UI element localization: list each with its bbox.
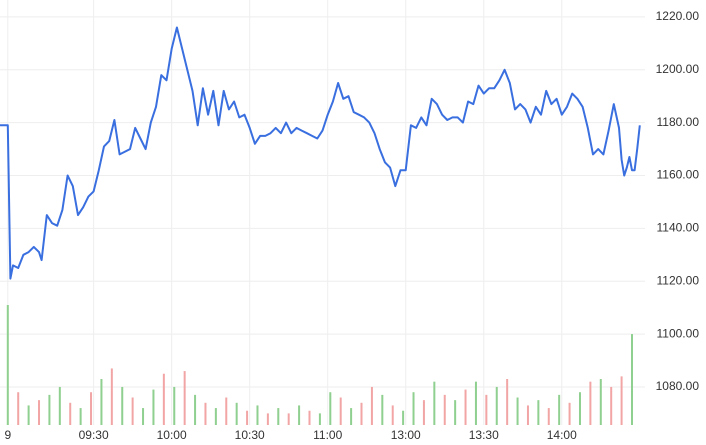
volume-bar <box>90 392 93 425</box>
x-tick-label: 09:30 <box>79 428 109 442</box>
y-tick-label: 1220.00 <box>656 9 700 23</box>
volume-bar <box>339 397 342 425</box>
volume-bar <box>225 397 228 425</box>
volume-bar <box>568 402 571 425</box>
volume-bar <box>194 394 197 425</box>
volume-bar <box>27 405 30 425</box>
volume-bar <box>506 379 509 425</box>
volume-bar <box>183 371 186 425</box>
volume-bar <box>58 386 61 425</box>
volume-bar <box>298 405 301 425</box>
volume-bar <box>610 386 613 425</box>
volume-bar <box>235 402 238 425</box>
y-tick-label: 1100.00 <box>657 326 700 340</box>
volume-bar <box>516 397 519 425</box>
volume-bar <box>443 394 446 425</box>
x-tick-label: 13:00 <box>391 428 421 442</box>
price-line <box>0 26 641 280</box>
volume-bar <box>422 400 425 425</box>
volume-bar <box>131 397 134 425</box>
volume-bar <box>214 408 217 425</box>
volume-bar <box>266 413 269 425</box>
x-tick-label: 10:30 <box>235 428 265 442</box>
y-tick-label: 1120.00 <box>657 273 700 287</box>
volume-bar <box>329 392 332 425</box>
volume-bar <box>121 386 124 425</box>
volume-bar <box>485 394 488 425</box>
volume-bar <box>256 405 259 425</box>
volume-bar <box>308 410 311 425</box>
volume-bar <box>630 334 633 425</box>
y-tick-label: 1180.00 <box>657 115 700 129</box>
x-tick-label: 14:00 <box>547 428 577 442</box>
y-tick-label: 1160.00 <box>657 168 700 182</box>
volume-bar <box>152 389 155 425</box>
volume-bar <box>287 413 290 425</box>
volume-bar <box>599 379 602 425</box>
volume-bar <box>142 408 145 425</box>
volume-bar <box>381 394 384 425</box>
volume-bar <box>547 408 550 425</box>
volume-bar <box>48 394 51 425</box>
y-tick-label: 1140.00 <box>657 221 700 235</box>
volume-bar <box>537 400 540 425</box>
volume-bar <box>412 392 415 425</box>
volume-bar <box>370 386 373 425</box>
volume-bar <box>578 392 581 425</box>
volume-bar <box>360 402 363 425</box>
volume-bar <box>69 402 72 425</box>
volume-bar <box>495 386 498 425</box>
volume-bar <box>277 408 280 425</box>
volume-bar <box>454 400 457 425</box>
volume-bar <box>246 410 249 425</box>
x-tick-label: 13:30 <box>469 428 499 442</box>
x-tick-label: 10:00 <box>157 428 187 442</box>
y-tick-label: 1080.00 <box>656 379 700 393</box>
volume-bar <box>526 405 529 425</box>
volume-bar <box>110 368 113 425</box>
volume-bar <box>391 405 394 425</box>
volume-bar <box>474 381 477 425</box>
y-tick-label: 1200.00 <box>656 62 700 76</box>
volume-bar <box>38 400 41 425</box>
volume-bar <box>100 379 103 425</box>
volume-bar <box>402 410 405 425</box>
x-tick-label: 11:00 <box>313 428 342 442</box>
volume-bar <box>79 408 82 425</box>
volume-bar <box>204 402 207 425</box>
volume-bar <box>620 376 623 425</box>
volume-bar <box>17 392 20 425</box>
volume-bar <box>433 381 436 425</box>
volume-bar <box>173 386 176 425</box>
volume-bar <box>318 413 321 425</box>
volume-bar <box>162 373 165 425</box>
volume-bar <box>464 389 467 425</box>
x-tick-label: 9 <box>4 428 11 442</box>
volume-bar <box>6 305 9 425</box>
volume-bar <box>350 408 353 425</box>
volume-bar <box>558 394 561 425</box>
volume-bar <box>589 381 592 425</box>
